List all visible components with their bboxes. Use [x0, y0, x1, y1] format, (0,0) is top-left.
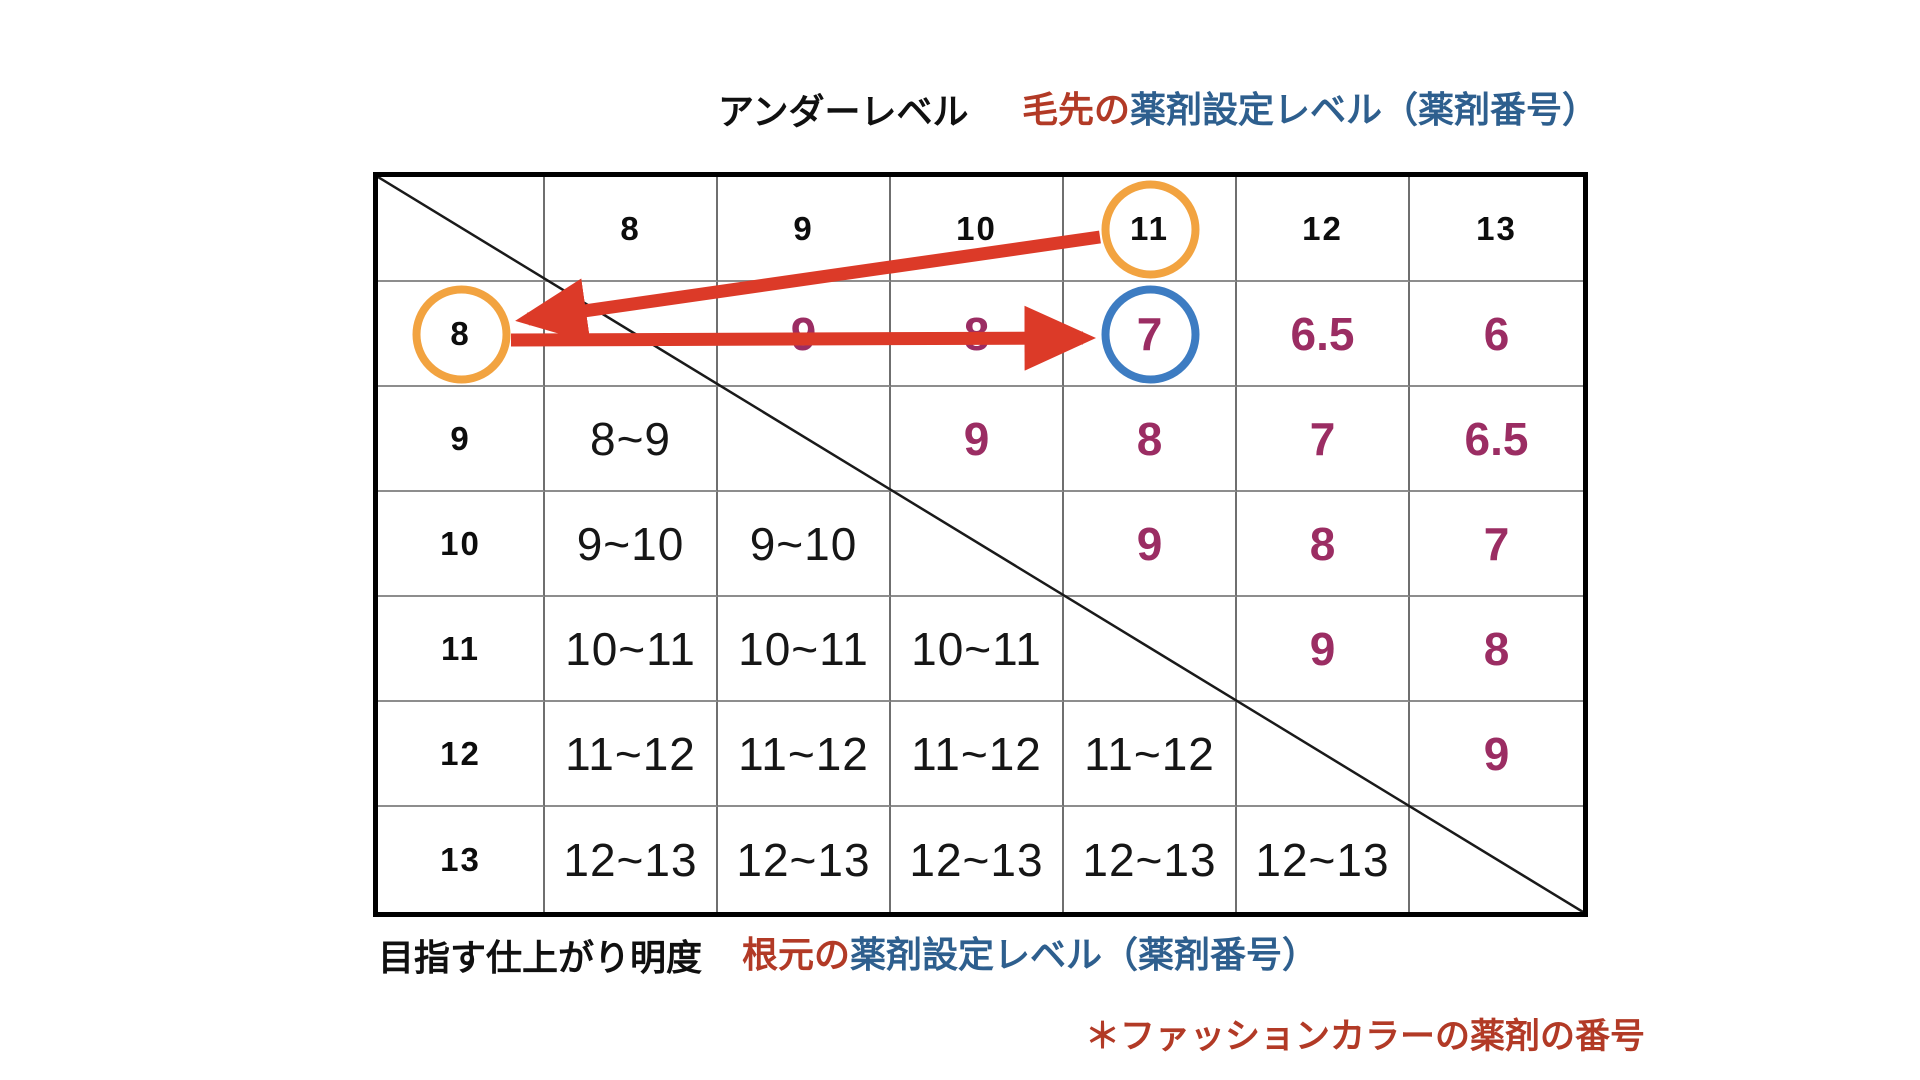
- root-chemical-label-blue-part: 薬剤設定レベル（薬剤番号）: [850, 934, 1319, 975]
- column-header-9: 9: [718, 177, 891, 282]
- cell-r11-c9: 10~11: [718, 597, 891, 702]
- cell-r11-c13: 8: [1410, 597, 1583, 702]
- cell-r12-c13: 9: [1410, 702, 1583, 807]
- column-header-12: 12: [1237, 177, 1410, 282]
- cell-r9-c12: 7: [1237, 387, 1410, 492]
- table-corner-cell: [378, 177, 545, 282]
- cell-r8-c9: 9: [718, 282, 891, 387]
- cell-r8-c11: 7: [1064, 282, 1237, 387]
- cell-r10-c8: 9~10: [545, 492, 718, 597]
- cell-r13-c12: 12~13: [1237, 807, 1410, 912]
- row-header-12: 12: [378, 702, 545, 807]
- tip-chemical-label-red-part: 毛先の: [1022, 89, 1131, 130]
- cell-r11-c11: [1064, 597, 1237, 702]
- row-header-10: 10: [378, 492, 545, 597]
- column-header-11: 11: [1064, 177, 1237, 282]
- cell-r13-c13: [1410, 807, 1583, 912]
- column-header-8: 8: [545, 177, 718, 282]
- cell-r13-c11: 12~13: [1064, 807, 1237, 912]
- cell-r8-c10: 8: [891, 282, 1064, 387]
- cell-r8-c13: 6: [1410, 282, 1583, 387]
- cell-r11-c10: 10~11: [891, 597, 1064, 702]
- cell-r9-c10: 9: [891, 387, 1064, 492]
- row-header-9: 9: [378, 387, 545, 492]
- cell-r12-c10: 11~12: [891, 702, 1064, 807]
- cell-r11-c12: 9: [1237, 597, 1410, 702]
- cell-r9-c8: 8~9: [545, 387, 718, 492]
- cell-r10-c9: 9~10: [718, 492, 891, 597]
- cell-r12-c9: 11~12: [718, 702, 891, 807]
- cell-r12-c11: 11~12: [1064, 702, 1237, 807]
- cell-r9-c11: 8: [1064, 387, 1237, 492]
- cell-r10-c13: 7: [1410, 492, 1583, 597]
- under-level-label: アンダーレベル: [718, 91, 969, 132]
- cell-r13-c9: 12~13: [718, 807, 891, 912]
- level-matrix-table: 8 9 10 11 12 13 8 9 8 7 6.5 6 9 8~9 9 8 7 6.5 10 9~10 9~10 9 8…: [373, 172, 1588, 917]
- row-header-13: 13: [378, 807, 545, 912]
- cell-r10-c12: 8: [1237, 492, 1410, 597]
- fashion-color-footnote: ＊ファッションカラーの薬剤の番号: [1085, 1017, 1646, 1056]
- cell-r9-c13: 6.5: [1410, 387, 1583, 492]
- tip-chemical-label-blue-part: 薬剤設定レベル（薬剤番号）: [1130, 89, 1599, 130]
- cell-r11-c8: 10~11: [545, 597, 718, 702]
- root-chemical-level-label: 根元の薬剤設定レベル（薬剤番号）: [742, 933, 1318, 976]
- cell-r10-c10: [891, 492, 1064, 597]
- column-header-13: 13: [1410, 177, 1583, 282]
- cell-r12-c12: [1237, 702, 1410, 807]
- cell-r8-c12: 6.5: [1237, 282, 1410, 387]
- column-header-10: 10: [891, 177, 1064, 282]
- cell-r8-c8: [545, 282, 718, 387]
- row-header-11: 11: [378, 597, 545, 702]
- cell-r10-c11: 9: [1064, 492, 1237, 597]
- level-matrix-grid: 8 9 10 11 12 13 8 9 8 7 6.5 6 9 8~9 9 8 7 6.5 10 9~10 9~10 9 8…: [378, 177, 1583, 912]
- tip-chemical-level-label: 毛先の薬剤設定レベル（薬剤番号）: [1022, 88, 1598, 131]
- row-header-8: 8: [378, 282, 545, 387]
- cell-r12-c8: 11~12: [545, 702, 718, 807]
- cell-r13-c8: 12~13: [545, 807, 718, 912]
- cell-r9-c9: [718, 387, 891, 492]
- target-brightness-label: 目指す仕上がり明度: [378, 937, 703, 978]
- cell-r13-c10: 12~13: [891, 807, 1064, 912]
- root-chemical-label-red-part: 根元の: [742, 934, 851, 975]
